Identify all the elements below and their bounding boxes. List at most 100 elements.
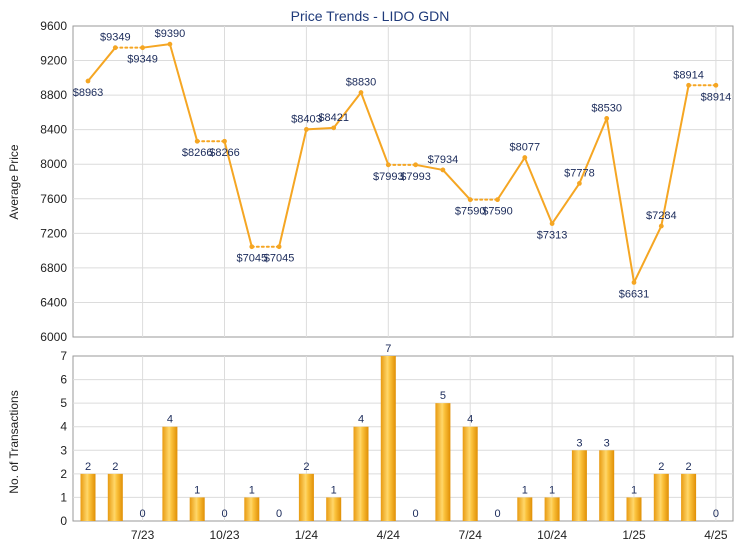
transaction-bar xyxy=(107,473,123,521)
price-y-tick-label: 6800 xyxy=(40,261,67,275)
price-line-segment xyxy=(414,163,444,171)
price-y-tick-label: 9200 xyxy=(40,54,67,68)
price-data-label: $7993 xyxy=(373,171,404,183)
price-data-label: $7045 xyxy=(264,253,295,265)
price-y-tick-label: 7200 xyxy=(40,226,67,240)
price-data-label: $8830 xyxy=(346,77,377,89)
price-data-label: $7778 xyxy=(564,167,595,179)
transaction-bar xyxy=(353,426,369,521)
price-point xyxy=(222,138,227,144)
transaction-bar xyxy=(380,356,396,521)
price-y-tick-label: 8800 xyxy=(40,88,67,102)
transaction-data-label: 7 xyxy=(385,343,391,355)
transaction-data-label: 1 xyxy=(194,484,200,496)
price-line-segment xyxy=(578,117,608,185)
transaction-bar xyxy=(571,450,587,521)
price-y-tick-label: 8400 xyxy=(40,123,67,137)
price-point xyxy=(467,197,473,203)
x-tick-label: 4/24 xyxy=(377,528,401,542)
price-data-label: $8530 xyxy=(591,102,622,114)
transaction-data-label: 1 xyxy=(549,484,555,496)
transaction-data-label: 2 xyxy=(112,461,118,473)
price-line-segment xyxy=(633,225,663,284)
price-y-tick-label: 7600 xyxy=(40,192,67,206)
transaction-bar xyxy=(326,497,342,521)
transaction-data-label: 1 xyxy=(249,484,255,496)
x-tick-label: 7/24 xyxy=(459,528,483,542)
transaction-bar xyxy=(626,497,642,521)
transaction-bar xyxy=(298,473,314,521)
transaction-bar xyxy=(599,450,615,521)
price-y-tick-label: 6400 xyxy=(40,295,67,309)
price-y-tick-label: 6000 xyxy=(40,330,67,344)
price-point xyxy=(495,197,500,203)
transaction-data-label: 1 xyxy=(631,484,637,496)
price-line-segment xyxy=(660,84,690,228)
transaction-bar xyxy=(162,426,178,521)
price-point xyxy=(522,155,528,160)
transaction-bar xyxy=(244,497,260,521)
transactions-y-tick-label: 3 xyxy=(60,443,67,457)
price-point xyxy=(385,162,391,168)
price-y-tick-label: 8000 xyxy=(40,157,67,171)
transactions-y-axis-title: No. of Transactions xyxy=(7,390,21,493)
transaction-bar xyxy=(462,426,478,521)
price-line-segment xyxy=(441,168,472,201)
transactions-y-tick-label: 4 xyxy=(60,420,67,434)
transaction-data-label: 5 xyxy=(440,390,446,402)
price-line-segment xyxy=(305,126,335,131)
price-data-label: $8403 xyxy=(291,113,322,125)
price-data-label: $7313 xyxy=(537,230,568,242)
price-y-tick-label: 9600 xyxy=(40,19,67,33)
price-point xyxy=(194,138,200,144)
price-plot-frame xyxy=(72,25,734,338)
transaction-data-label: 1 xyxy=(522,484,528,496)
transactions-y-tick-label: 0 xyxy=(60,514,67,528)
price-point xyxy=(658,223,664,229)
price-data-label: $8266 xyxy=(209,147,240,159)
transaction-data-label: 3 xyxy=(576,437,582,449)
transaction-data-label: 2 xyxy=(85,461,91,473)
price-data-label: $8421 xyxy=(318,112,349,124)
price-panel: 6000 6400 6800 7200 7600 8000 8400 8800 9200 9600… xyxy=(40,19,734,344)
price-data-label: $8914 xyxy=(673,69,704,81)
transactions-y-tick-label: 6 xyxy=(60,373,67,387)
transaction-data-label: 0 xyxy=(140,508,146,520)
x-tick-label: 7/23 xyxy=(131,528,155,542)
price-data-label: $9349 xyxy=(127,54,158,66)
price-line-segment xyxy=(168,43,199,143)
price-data-label: $7590 xyxy=(482,206,513,218)
price-point xyxy=(440,167,446,173)
price-data-label: $7993 xyxy=(400,171,431,183)
price-line-segment xyxy=(551,182,581,225)
price-point xyxy=(358,90,364,95)
transaction-data-label: 4 xyxy=(467,414,473,426)
transactions-y-tick-label: 5 xyxy=(60,396,67,410)
price-line-segment xyxy=(332,91,362,129)
price-data-label: $8077 xyxy=(510,142,541,154)
transaction-data-label: 4 xyxy=(358,414,364,426)
transaction-data-label: 0 xyxy=(413,508,419,520)
x-tick-label: 4/25 xyxy=(704,528,728,542)
price-data-label: $9390 xyxy=(155,28,186,40)
transaction-bar xyxy=(517,497,533,521)
price-data-label: $7284 xyxy=(646,210,677,222)
transaction-bar xyxy=(435,403,451,521)
price-point xyxy=(549,221,555,226)
transactions-y-tick-label: 1 xyxy=(60,490,67,504)
price-data-label: $7045 xyxy=(237,253,268,265)
price-point xyxy=(331,125,337,131)
price-line-segment xyxy=(523,156,554,225)
transactions-plot-frame xyxy=(72,355,734,522)
x-tick-label: 1/25 xyxy=(622,528,646,542)
price-data-label: $8963 xyxy=(73,87,104,99)
transaction-data-label: 0 xyxy=(276,508,282,520)
price-data-label: $8266 xyxy=(182,147,213,159)
price-point xyxy=(276,244,282,250)
price-point xyxy=(140,45,146,51)
price-line-segment xyxy=(496,156,526,201)
price-point xyxy=(167,41,173,47)
